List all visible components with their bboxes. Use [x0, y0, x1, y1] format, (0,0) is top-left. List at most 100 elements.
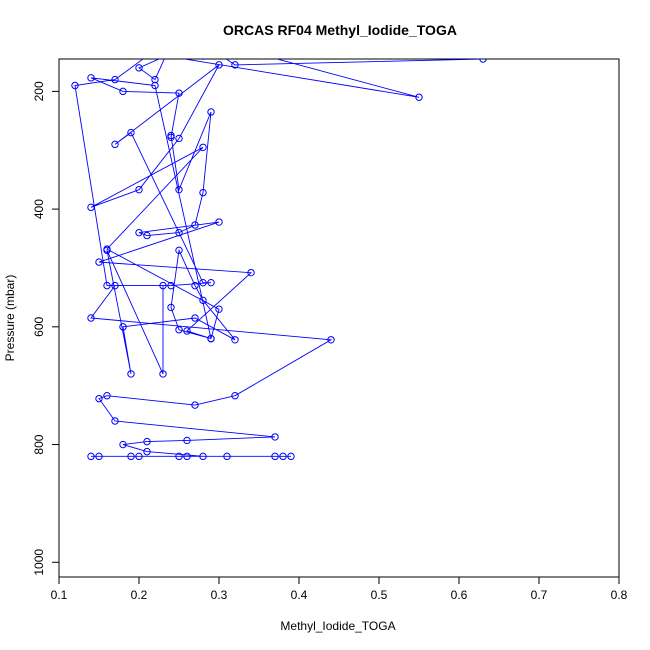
- data-point: [135, 452, 143, 461]
- data-point: [176, 29, 182, 35]
- data-point: [191, 314, 199, 322]
- chart-title: ORCAS RF04 Methyl_Iodide_TOGA: [223, 22, 457, 38]
- x-axis-label: Methyl_Iodide_TOGA: [280, 619, 395, 633]
- data-point: [175, 326, 183, 334]
- data-point: [111, 75, 119, 84]
- data-point: [200, 59, 206, 60]
- data-point: [119, 323, 127, 331]
- y-tick-label: 200: [32, 81, 46, 101]
- data-point: [175, 185, 183, 194]
- data-point: [167, 133, 175, 141]
- data-point: [184, 29, 190, 35]
- data-point: [223, 452, 231, 461]
- data-point: [159, 281, 167, 290]
- series-line: [74, 59, 484, 457]
- data-point: [151, 81, 159, 90]
- y-axis: 200 400 600 800 1000: [32, 81, 60, 576]
- data-point: [87, 452, 95, 461]
- data-point: [103, 281, 111, 290]
- data-point: [135, 64, 143, 72]
- x-tick-label: 0.7: [531, 588, 548, 602]
- data-point: [143, 231, 151, 240]
- data-point: [207, 278, 215, 287]
- x-tick-label: 0.2: [131, 588, 148, 602]
- data-point: [143, 437, 151, 446]
- data-point: [175, 89, 183, 97]
- data-point: [135, 185, 143, 194]
- data-point: [127, 128, 135, 137]
- data-point: [183, 327, 191, 335]
- data-point: [95, 394, 103, 403]
- data-point: [271, 452, 279, 461]
- y-tick-label: 1000: [32, 549, 46, 576]
- data-point: [167, 281, 175, 290]
- data-point: [191, 401, 199, 409]
- data-point: [175, 246, 183, 255]
- data-point: [183, 452, 191, 461]
- data-point: [191, 221, 199, 229]
- data-point: [87, 74, 95, 82]
- data-point: [103, 392, 111, 400]
- data-point: [175, 228, 183, 237]
- data-point: [199, 188, 207, 197]
- data-point: [151, 75, 159, 84]
- data-point: [135, 228, 143, 237]
- data-point: [415, 93, 423, 101]
- data-point: [207, 334, 215, 343]
- data-point: [231, 61, 239, 69]
- data-point: [111, 140, 119, 149]
- data-point: [479, 59, 487, 63]
- x-tick-label: 0.6: [451, 588, 468, 602]
- data-point: [127, 370, 135, 378]
- data-point: [247, 268, 255, 277]
- x-tick-label: 0.8: [611, 588, 628, 602]
- data-point: [168, 41, 174, 47]
- y-tick-label: 600: [32, 316, 46, 336]
- data-point: [215, 305, 223, 313]
- data-point: [87, 314, 95, 322]
- data-point: [231, 392, 239, 400]
- data-point: [176, 47, 182, 53]
- data-point: [87, 203, 95, 212]
- data-point: [215, 61, 223, 69]
- data-point: [95, 258, 103, 266]
- data-point: [327, 336, 335, 344]
- data-point: [167, 303, 175, 312]
- data-point: [231, 336, 239, 344]
- data-point: [183, 436, 191, 445]
- x-axis: 0.1 0.2 0.3 0.4 0.5 0.6 0.7 0.8: [51, 576, 628, 602]
- data-point: [207, 108, 215, 116]
- y-tick-label: 800: [32, 434, 46, 454]
- data-point: [143, 447, 151, 456]
- series-points: [71, 29, 487, 461]
- data-point: [279, 452, 287, 461]
- data-point: [111, 417, 119, 425]
- data-point: [119, 87, 127, 96]
- data-point: [127, 452, 135, 461]
- plot-area-frame: [58, 58, 620, 578]
- data-point: [199, 143, 207, 151]
- data-point: [175, 452, 183, 461]
- data-point: [103, 245, 111, 253]
- data-point: [95, 452, 103, 461]
- x-tick-label: 0.4: [291, 588, 308, 602]
- x-tick-label: 0.5: [371, 588, 388, 602]
- data-point: [271, 433, 279, 441]
- series-polyline: [74, 59, 484, 457]
- data-point: [128, 47, 134, 53]
- data-point: [215, 218, 223, 226]
- x-tick-label: 0.3: [211, 588, 228, 602]
- y-tick-label: 400: [32, 199, 46, 219]
- data-point: [199, 452, 207, 461]
- data-point: [71, 81, 79, 90]
- data-point: [191, 281, 199, 290]
- x-tick-label: 0.1: [51, 588, 68, 602]
- data-point: [175, 134, 183, 143]
- y-axis-label: Pressure (mbar): [3, 275, 17, 362]
- data-point: [287, 452, 295, 461]
- data-point: [199, 278, 207, 287]
- data-point: [159, 370, 167, 378]
- data-point: [199, 296, 207, 305]
- data-point: [119, 440, 127, 449]
